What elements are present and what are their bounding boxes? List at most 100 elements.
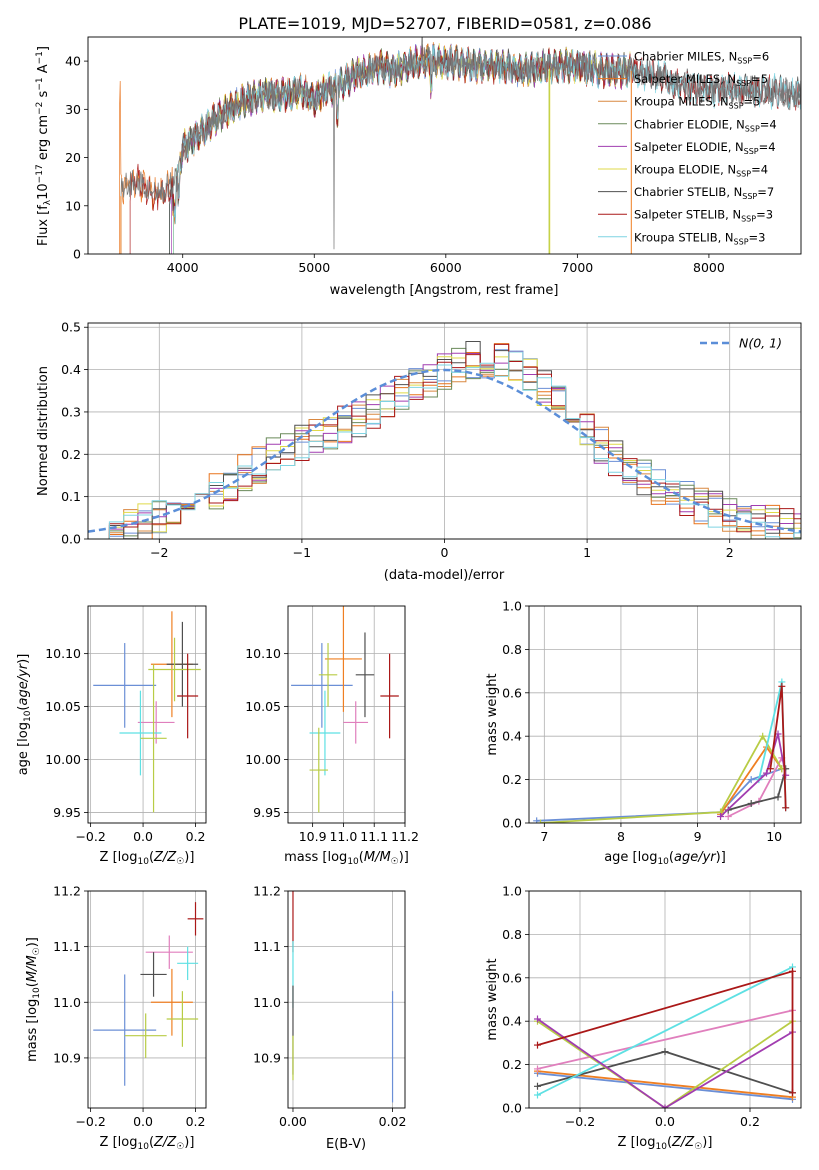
legend-entry: Chabrier MILES, NSSP=6 <box>634 50 769 66</box>
weight-marker <box>536 819 544 823</box>
x-axis-label: (data-model)/error <box>384 568 505 583</box>
errorbar-point <box>140 952 167 997</box>
errorbars <box>93 611 201 813</box>
x-tick-label: −0.2 <box>565 1114 595 1129</box>
x-tick-label: 0.0 <box>133 1114 153 1129</box>
x-tick-label: −1 <box>293 545 311 560</box>
x-tick-label: −0.2 <box>75 1114 105 1129</box>
legend-entry: Chabrier ELODIE, NSSP=4 <box>634 117 777 133</box>
weight-marker <box>534 1065 541 1073</box>
y-tick-label: 10.10 <box>45 646 81 661</box>
x-tick-label: 0.2 <box>740 1114 760 1129</box>
weight-marker <box>766 765 774 773</box>
weight-marker <box>533 817 541 823</box>
x-tick-label: 9 <box>694 829 702 844</box>
x-tick-label: 0.00 <box>279 1114 307 1129</box>
errorbars <box>291 606 399 813</box>
errorbar-point <box>380 653 399 739</box>
weight-marker <box>789 967 796 975</box>
legend-entry: Kroupa STELIB, NSSP=3 <box>634 230 765 246</box>
errorbar-point <box>124 1013 167 1058</box>
x-tick-label: 6000 <box>430 260 462 275</box>
axes-frame <box>87 322 802 540</box>
legend-entry: Salpeter MILES, NSSP=5 <box>634 72 768 88</box>
x-axis-label: wavelength [Angstrom, rest frame] <box>330 283 559 298</box>
errorbar-point <box>177 946 199 981</box>
errorbar-point <box>93 974 157 1086</box>
y-tick-label: 1.0 <box>502 884 522 899</box>
y-tick-label: 0.8 <box>502 642 522 657</box>
x-tick-label: 11.1 <box>360 829 388 844</box>
age-vs-mass-panel: 10.9 11.0 11.1 11.2 9.95 10.00 10.05 10.10 mass … <box>245 605 419 867</box>
weight-line <box>536 1020 794 1108</box>
errorbar-point <box>93 643 157 728</box>
y-tick-label: 11.0 <box>253 995 281 1010</box>
y-axis-label: mass weight <box>485 673 500 755</box>
y-tick-label: 10.05 <box>45 699 81 714</box>
errorbar-point <box>355 632 375 718</box>
weight-line <box>537 1072 793 1101</box>
y-tick-label: 10.9 <box>53 1050 81 1065</box>
y-axis-label: mass weight <box>485 958 500 1040</box>
x-tick-label: −0.2 <box>75 829 105 844</box>
weight-line <box>727 768 787 811</box>
histogram-step <box>88 351 801 539</box>
weight-marker <box>534 1091 541 1099</box>
x-axis-label: E(B-V) <box>326 1137 366 1152</box>
y-tick-label: 11.1 <box>53 939 81 954</box>
observed-flux-line <box>120 37 801 254</box>
y-tick-label: 0.6 <box>502 685 522 700</box>
y-tick-label: 0.4 <box>502 1014 522 1029</box>
errorbar-point <box>150 968 193 1036</box>
x-tick-label: 11.0 <box>329 829 357 844</box>
y-tick-label: 10.9 <box>253 1050 281 1065</box>
weight-marker <box>778 682 786 690</box>
x-axis-label: mass [log10(M/M☉)] <box>284 850 409 867</box>
y-tick-label: 11.2 <box>53 884 81 899</box>
spectrum-panel: 4000 5000 6000 7000 8000 0 10 20 30 40 Chabrier MI… <box>35 36 802 298</box>
errorbar-point <box>324 606 362 712</box>
y-axis-label: age [log10(age/yr)] <box>16 654 33 776</box>
histogram-step <box>88 343 801 539</box>
y-tick-label: 30 <box>65 102 81 117</box>
errorbar-point <box>119 690 162 776</box>
x-axis-label: Z [log10(Z/Z☉)] <box>100 850 195 867</box>
axes-frame <box>87 890 207 1109</box>
y-tick-label: 0.4 <box>61 362 81 377</box>
x-tick-label: 5000 <box>298 260 330 275</box>
y-tick-label: 0.4 <box>502 729 522 744</box>
x-axis-label: Z [log10(Z/Z☉)] <box>100 1135 195 1152</box>
weight-line <box>537 1009 793 1070</box>
y-tick-label: 9.95 <box>253 805 281 820</box>
y-tick-label: 11.2 <box>253 884 281 899</box>
y-tick-label: 11.0 <box>53 995 81 1010</box>
weight-marker <box>747 776 755 784</box>
errorbars <box>292 891 394 1103</box>
y-tick-label: 0.0 <box>502 816 522 831</box>
axes-frame <box>528 605 802 824</box>
axes-frame <box>287 890 406 1109</box>
y-axis-label: Normed distribution <box>36 366 51 496</box>
weight-lines <box>534 963 796 1108</box>
weight-marker <box>661 1104 669 1108</box>
errorbar-point <box>318 643 338 707</box>
y-tick-label: 0 <box>73 247 81 262</box>
weight-marker <box>763 769 771 777</box>
mass-vs-metallicity-panel: −0.2 0.0 0.2 10.9 11.0 11.1 11.2 Z [log10(Z/Z☉)… <box>25 884 207 1152</box>
spectrum-lines <box>119 37 801 254</box>
x-tick-label: 7 <box>540 829 548 844</box>
histogram-lines <box>88 341 801 539</box>
x-tick-label: 0.02 <box>379 1114 407 1129</box>
errorbars <box>93 902 204 1086</box>
y-tick-label: 0.0 <box>502 1101 522 1116</box>
x-tick-label: 0.2 <box>186 829 206 844</box>
y-tick-label: 10.10 <box>245 646 281 661</box>
x-tick-label: 4000 <box>167 260 199 275</box>
y-tick-label: 0.0 <box>61 532 81 547</box>
x-tick-label: 2 <box>726 545 734 560</box>
weight-line <box>769 686 787 808</box>
legend-entry: Kroupa MILES, NSSP=5 <box>634 95 760 111</box>
x-tick-label: 10.9 <box>299 829 327 844</box>
weight-marker <box>717 812 725 820</box>
